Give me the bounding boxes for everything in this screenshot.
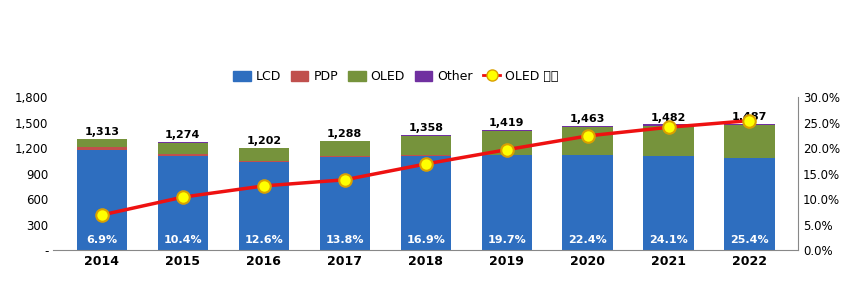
Text: 1,202: 1,202 <box>246 136 281 147</box>
Text: 16.9%: 16.9% <box>406 235 445 245</box>
Text: 1,274: 1,274 <box>165 130 201 140</box>
Bar <box>481 130 532 131</box>
Bar <box>239 161 289 162</box>
Text: 10.4%: 10.4% <box>163 235 202 245</box>
Bar <box>644 156 693 250</box>
Text: 25.4%: 25.4% <box>730 235 769 245</box>
Bar <box>320 157 370 250</box>
Text: 1,288: 1,288 <box>327 129 363 139</box>
Text: 24.1%: 24.1% <box>649 235 688 245</box>
Bar <box>158 142 208 143</box>
Bar <box>724 158 775 250</box>
Bar <box>239 148 289 161</box>
Bar <box>563 127 613 155</box>
Text: 1,419: 1,419 <box>489 118 524 128</box>
Bar <box>158 143 208 154</box>
Bar <box>563 155 613 250</box>
Bar <box>481 155 532 250</box>
Bar <box>77 150 127 250</box>
Bar <box>77 139 127 140</box>
Bar <box>401 135 451 136</box>
Bar <box>239 162 289 250</box>
Text: 1,463: 1,463 <box>570 114 605 124</box>
Legend: LCD, PDP, OLED, Other, OLED 비중: LCD, PDP, OLED, Other, OLED 비중 <box>228 65 563 88</box>
Text: 1,358: 1,358 <box>408 123 443 133</box>
Text: 13.8%: 13.8% <box>326 235 364 245</box>
Text: 22.4%: 22.4% <box>569 235 607 245</box>
Bar <box>401 156 451 250</box>
Bar <box>644 124 693 126</box>
Text: 19.7%: 19.7% <box>487 235 526 245</box>
Bar <box>158 154 208 156</box>
Bar <box>320 141 370 156</box>
Text: 1,313: 1,313 <box>85 127 120 137</box>
Text: 6.9%: 6.9% <box>86 235 117 245</box>
Bar <box>563 126 613 127</box>
Text: 1,482: 1,482 <box>651 113 687 123</box>
Bar <box>481 131 532 155</box>
Bar <box>644 126 693 156</box>
Bar <box>77 147 127 150</box>
Text: 12.6%: 12.6% <box>245 235 283 245</box>
Bar <box>77 140 127 147</box>
Bar <box>401 136 451 155</box>
Text: 1,487: 1,487 <box>732 112 767 122</box>
Bar <box>724 124 775 125</box>
Bar <box>724 125 775 158</box>
Bar <box>320 156 370 157</box>
Bar <box>158 156 208 250</box>
